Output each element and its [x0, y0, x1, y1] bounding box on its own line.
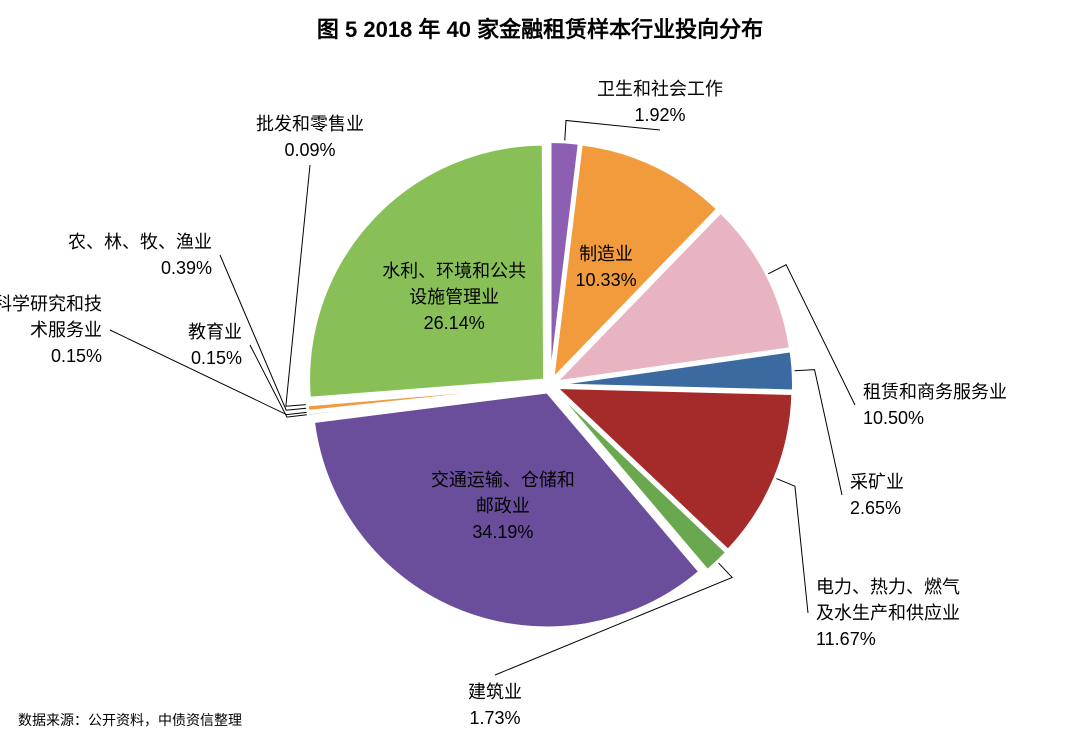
leader-line	[795, 370, 842, 495]
slice-label: 科学研究和技 术服务业 0.15%	[0, 291, 102, 369]
slice-label: 水利、环境和公共 设施管理业 26.14%	[344, 258, 564, 336]
slice-label: 交通运输、仓储和 邮政业 34.19%	[393, 467, 613, 545]
slice-label: 卫生和社会工作 1.92%	[540, 76, 780, 128]
leader-line	[250, 345, 307, 417]
slice-label: 采矿业 2.65%	[850, 469, 1080, 521]
slice-label: 租赁和商务服务业 10.50%	[863, 379, 1080, 431]
leader-line	[776, 479, 808, 613]
slice-label: 建筑业 1.73%	[375, 679, 615, 731]
slice-label: 电力、热力、燃气 及水生产和供应业 11.67%	[816, 574, 1056, 652]
slice-label: 批发和零售业 0.09%	[190, 111, 430, 163]
leader-line	[286, 165, 310, 406]
slice-label: 农、林、牧、渔业 0.39%	[0, 229, 212, 281]
